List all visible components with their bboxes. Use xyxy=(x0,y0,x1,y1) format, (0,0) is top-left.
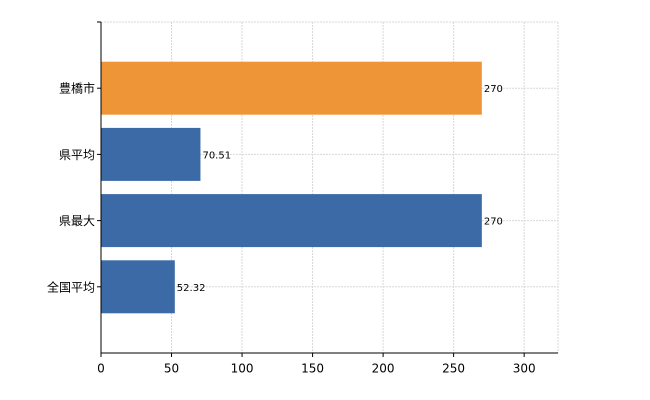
y-tick-label: 全国平均 xyxy=(47,279,95,294)
x-tick-label: 100 xyxy=(231,362,254,376)
value-label: 270 xyxy=(484,84,503,95)
x-tick-label: 300 xyxy=(513,362,536,376)
x-tick-label: 0 xyxy=(97,362,105,376)
x-tick-label: 200 xyxy=(372,362,395,376)
bar xyxy=(101,127,201,181)
value-label: 270 xyxy=(484,217,503,228)
x-tick-label: 50 xyxy=(164,362,179,376)
bar xyxy=(101,194,482,248)
y-tick-label: 県最大 xyxy=(59,214,95,228)
value-label: 70.51 xyxy=(202,150,231,161)
x-tick-label: 250 xyxy=(442,362,465,376)
x-tick-label: 150 xyxy=(301,362,324,376)
y-tick-label: 豊橋市 xyxy=(59,81,95,96)
value-label: 52.32 xyxy=(177,283,206,294)
bar xyxy=(101,260,175,314)
y-tick-label: 県平均 xyxy=(59,148,95,162)
bar xyxy=(101,61,482,115)
